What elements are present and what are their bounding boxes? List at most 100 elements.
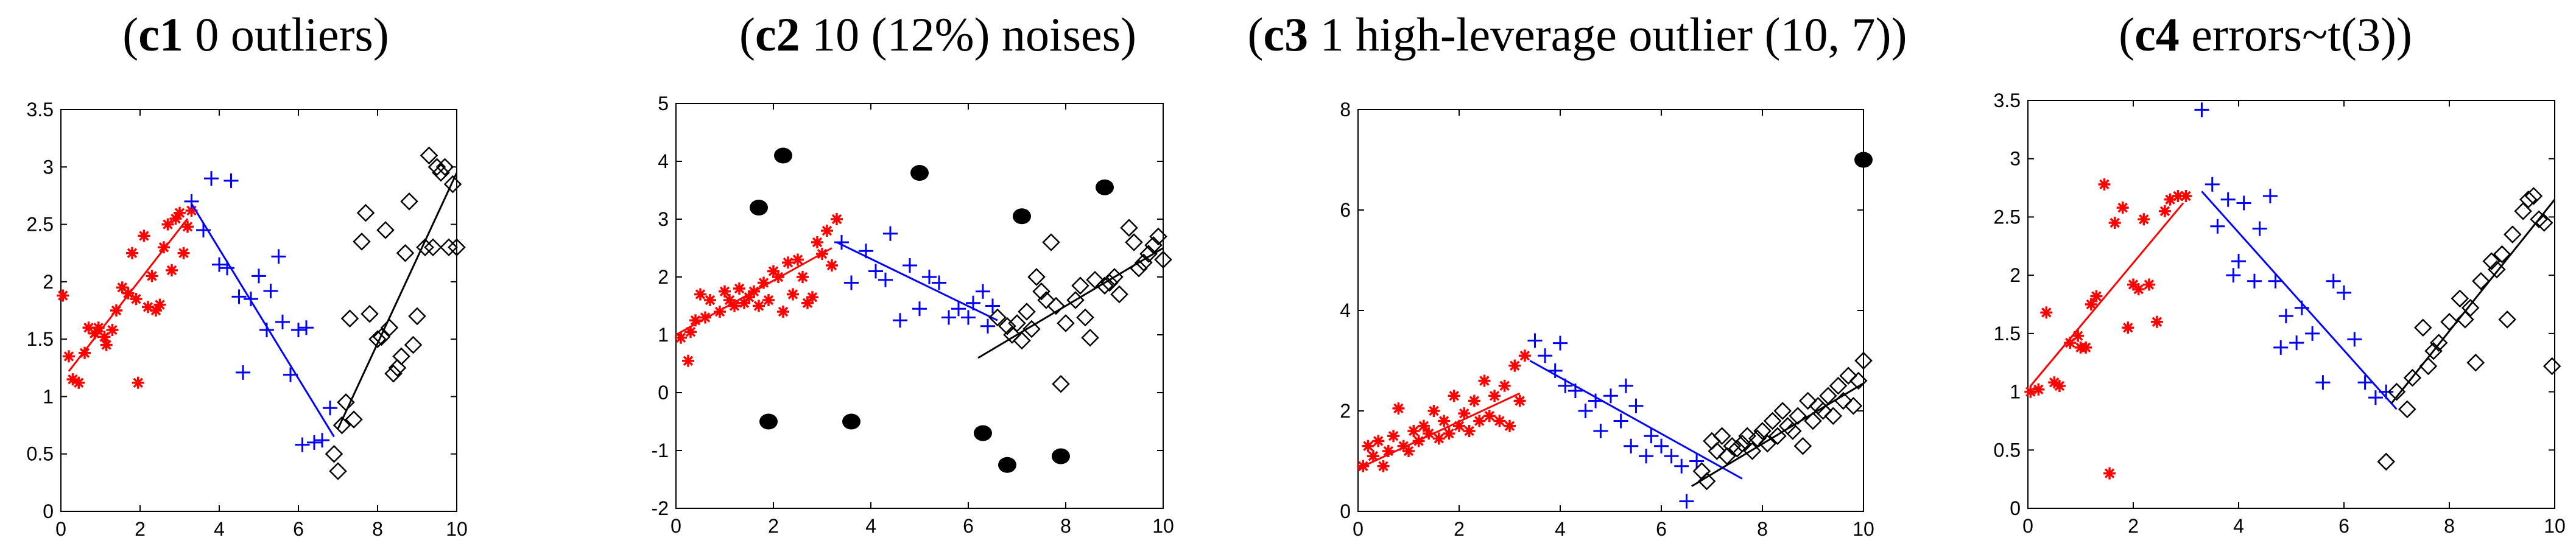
data-point-asterisk (2150, 315, 2163, 328)
data-point-asterisk (79, 346, 91, 359)
data-point-asterisk (100, 338, 113, 351)
data-point-diamond (1047, 296, 1065, 315)
data-point-asterisk (138, 229, 150, 242)
data-point-plus (2357, 375, 2373, 390)
data-point-diamond (1854, 351, 1873, 370)
data-point-outlier (1052, 448, 1070, 464)
data-point-plus (2368, 390, 2383, 405)
data-point-plus (184, 194, 199, 209)
data-point-diamond (1814, 402, 1832, 420)
data-point-diamond (2403, 368, 2422, 387)
plot-frame (2027, 100, 2555, 509)
data-point-asterisk (682, 354, 694, 367)
x-tick-label: 2 (768, 515, 779, 537)
data-point-plus (1558, 378, 1573, 393)
x-tick-label: 8 (1060, 515, 1071, 537)
data-point-plus (1547, 363, 1563, 378)
data-point-diamond (372, 328, 391, 346)
data-point-diamond (388, 359, 407, 377)
data-point-plus (2226, 268, 2241, 283)
data-point-diamond (2524, 187, 2543, 205)
data-point-diamond (2461, 298, 2480, 317)
data-point-plus (2231, 254, 2246, 269)
data-point-diamond (1784, 422, 1802, 440)
fit-line (191, 203, 335, 438)
x-tick-label: 0 (55, 518, 66, 540)
y-tick-label: 6 (1340, 199, 1351, 221)
data-point-asterisk (787, 288, 799, 301)
data-point-asterisk (82, 321, 95, 334)
data-point-asterisk (1488, 390, 1501, 402)
data-point-asterisk (1417, 419, 1430, 432)
y-tick-label: 2 (2010, 264, 2021, 286)
data-point-plus (2252, 221, 2267, 236)
data-point-plus (2268, 273, 2283, 289)
data-point-plus (976, 284, 990, 299)
data-point-asterisk (2040, 306, 2053, 319)
data-point-asterisk (2053, 380, 2066, 392)
data-point-asterisk (110, 304, 122, 317)
data-point-plus (223, 173, 239, 188)
data-point-plus (2326, 273, 2341, 289)
data-point-asterisk (132, 376, 144, 389)
data-point-asterisk (821, 225, 833, 237)
data-point-outlier (842, 413, 860, 430)
plot-frame (675, 103, 1164, 509)
data-point-asterisk (92, 321, 105, 334)
data-point-asterisk (723, 294, 736, 306)
data-point-diamond (1154, 250, 1172, 269)
series-diamond (977, 219, 1172, 393)
data-point-plus (932, 275, 946, 290)
panel-title-c3: (c3 1 high-leverage outlier (10, 7)) (1247, 8, 1907, 61)
x-tick-label: 0 (1353, 518, 1364, 540)
data-point-diamond (361, 304, 379, 323)
data-point-diamond (1013, 331, 1031, 350)
data-point-diamond (1052, 374, 1070, 393)
data-point-plus (868, 264, 883, 279)
data-point-plus (1538, 348, 1553, 363)
data-point-asterisk (166, 264, 178, 276)
data-point-asterisk (1377, 460, 1390, 472)
data-point-asterisk (2024, 385, 2037, 398)
x-tick-label: 4 (865, 515, 876, 537)
data-point-plus (1628, 398, 1644, 413)
panel-title-c2: (c2 10 (12%) noises) (739, 8, 1137, 61)
data-point-diamond (2488, 260, 2506, 279)
data-point-plus (1578, 404, 1593, 418)
data-point-diamond (1844, 396, 1863, 415)
series-diamond (2377, 187, 2561, 471)
data-point-plus (204, 171, 219, 186)
data-point-diamond (1125, 233, 1143, 251)
data-point-asterisk (689, 314, 702, 327)
data-point-asterisk (2032, 383, 2045, 396)
y-tick-label: 3 (2010, 148, 2021, 170)
x-tick-label: 4 (2233, 515, 2244, 537)
data-point-asterisk (130, 293, 143, 306)
data-point-diamond (1804, 412, 1822, 430)
fit-line (337, 172, 458, 429)
data-point-plus (1644, 429, 1659, 444)
series-diamond (325, 146, 466, 480)
data-point-asterisk (772, 271, 784, 283)
data-point-asterisk (2098, 178, 2111, 191)
data-point-diamond (1763, 412, 1782, 430)
data-point-diamond (2419, 357, 2438, 376)
data-point-plus (1689, 454, 1705, 469)
data-point-diamond (2413, 318, 2432, 337)
y-tick-label: 0 (2010, 497, 2021, 519)
data-point-asterisk (1367, 450, 1379, 463)
data-point-diamond (2493, 245, 2511, 264)
fit-line (2030, 202, 2184, 387)
series-plus (2194, 102, 2398, 410)
data-point-plus (1588, 393, 1603, 408)
data-point-plus (966, 295, 980, 310)
data-point-diamond (428, 158, 446, 177)
data-point-plus (2236, 195, 2251, 211)
x-tick-label: 2 (1454, 518, 1465, 540)
data-point-asterisk (1382, 445, 1395, 457)
data-point-asterisk (2164, 193, 2177, 206)
data-point-plus (244, 292, 258, 307)
x-tick-label: 6 (963, 515, 974, 537)
